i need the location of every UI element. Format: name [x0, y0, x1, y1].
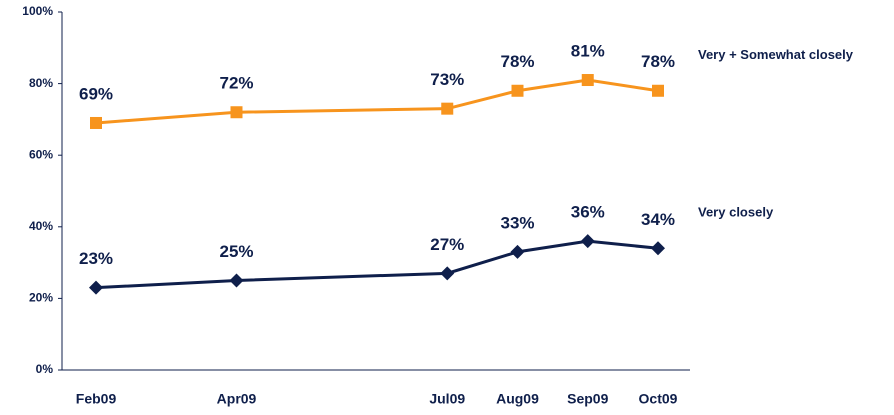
data-label: 25%	[219, 242, 253, 261]
marker	[580, 234, 595, 249]
y-tick-label: 60%	[29, 147, 53, 161]
x-tick-label: Feb09	[76, 391, 117, 407]
data-label: 36%	[571, 203, 605, 222]
data-label: 73%	[430, 70, 464, 89]
marker	[652, 84, 664, 97]
series-line	[95, 78, 659, 125]
x-tick-label: Jul09	[429, 391, 465, 407]
y-tick-label: 40%	[29, 219, 53, 233]
y-tick-label: 80%	[29, 76, 53, 90]
series-name: Very closely	[698, 205, 774, 220]
x-tick-label: Sep09	[567, 391, 608, 407]
marker	[510, 244, 525, 259]
marker	[230, 106, 243, 119]
x-tick-label: Aug09	[496, 391, 539, 407]
data-label: 27%	[430, 235, 464, 254]
marker	[229, 273, 244, 288]
marker	[90, 116, 102, 129]
data-label: 78%	[641, 52, 675, 71]
marker	[89, 280, 103, 295]
x-tick-label: Apr09	[217, 391, 257, 407]
y-tick-label: 0%	[36, 362, 54, 376]
marker	[440, 266, 455, 281]
data-label: 81%	[571, 42, 605, 61]
data-label: 72%	[219, 74, 253, 93]
series-line	[95, 239, 659, 290]
y-tick-label: 20%	[29, 291, 53, 305]
marker	[441, 102, 454, 115]
marker	[581, 74, 594, 87]
marker	[651, 241, 665, 256]
y-tick-label: 100%	[22, 4, 53, 18]
data-label: 78%	[500, 52, 534, 71]
data-label: 23%	[79, 249, 113, 268]
data-label: 33%	[500, 213, 534, 232]
marker	[511, 84, 524, 97]
series-name: Very + Somewhat closely	[698, 47, 854, 62]
data-label: 69%	[79, 84, 113, 103]
data-label: 34%	[641, 210, 675, 229]
x-tick-label: Oct09	[639, 391, 678, 407]
